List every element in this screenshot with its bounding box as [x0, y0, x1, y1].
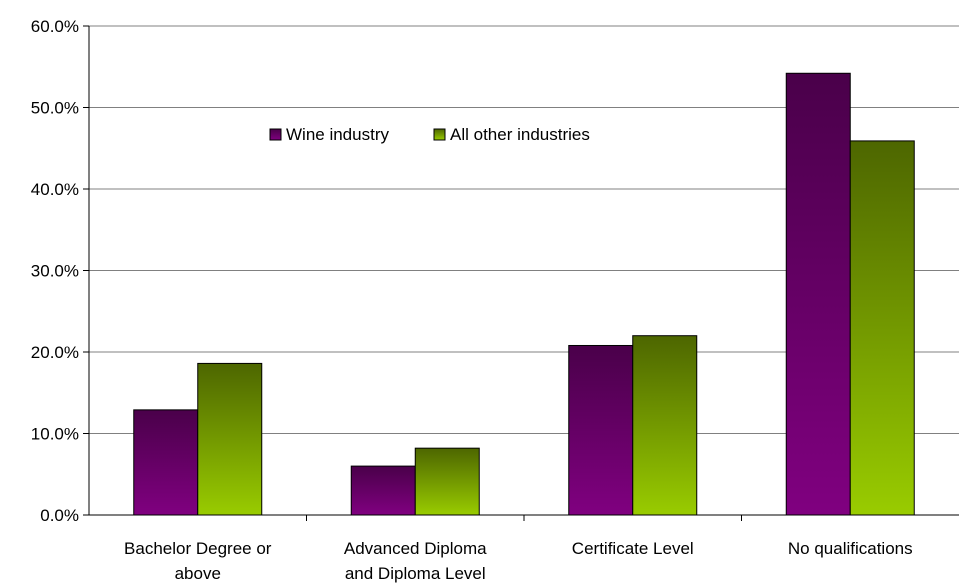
bar-wine-industry — [568, 344, 634, 516]
bar-all-other-industries — [632, 335, 698, 516]
bar-wine-industry — [350, 465, 416, 516]
x-category-label: Bachelor Degree or — [124, 539, 272, 558]
legend-swatch — [433, 128, 446, 141]
x-category-label: No qualifications — [788, 539, 913, 558]
legend-label: All other industries — [450, 125, 590, 144]
x-category-label: and Diploma Level — [345, 564, 486, 583]
bar-wine-industry — [785, 72, 851, 516]
legend: Wine industry All other industries — [269, 125, 590, 144]
axis-labels: 0.0% 10.0% 20.0% 30.0% 40.0% 50.0% 60.0% Bachel… — [31, 17, 913, 583]
x-category-label: above — [175, 564, 221, 583]
bars — [133, 72, 915, 516]
bar-wine-industry — [133, 409, 199, 516]
y-tick-label: 40.0% — [31, 180, 79, 199]
legend-swatch — [269, 128, 282, 141]
bar-all-other-industries — [849, 140, 915, 516]
y-tick-label: 10.0% — [31, 425, 79, 444]
bar-all-other-industries — [414, 447, 480, 516]
y-tick-label: 30.0% — [31, 262, 79, 281]
legend-label: Wine industry — [286, 125, 389, 144]
x-category-label: Certificate Level — [572, 539, 694, 558]
y-tick-label: 20.0% — [31, 343, 79, 362]
y-tick-label: 0.0% — [40, 506, 79, 525]
x-category-label: Advanced Diploma — [344, 539, 487, 558]
y-tick-label: 60.0% — [31, 17, 79, 36]
bar-all-other-industries — [197, 362, 263, 516]
y-tick-label: 50.0% — [31, 99, 79, 118]
